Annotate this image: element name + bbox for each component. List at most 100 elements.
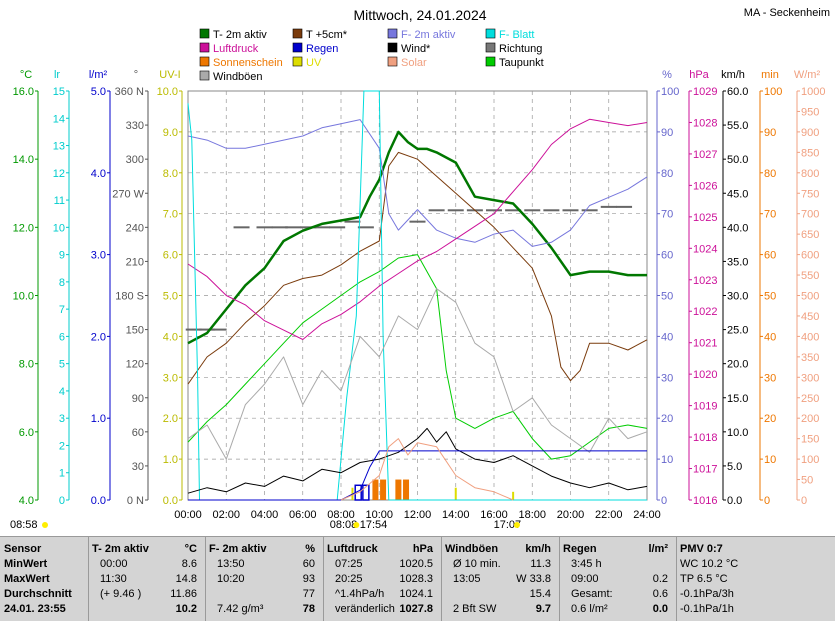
legend-label: Windböen bbox=[213, 71, 263, 83]
summary-label: TP 6.5 °C bbox=[680, 573, 728, 585]
direction-point bbox=[329, 226, 346, 229]
left-axis-tick-label: 5.0 bbox=[163, 291, 178, 303]
legend-label: Sonnenschein bbox=[213, 57, 283, 69]
legend-swatch bbox=[387, 28, 398, 39]
right-axis-tick-label: 0 bbox=[661, 495, 667, 507]
x-tick-label: 24:00 bbox=[633, 509, 661, 521]
legend-swatch bbox=[485, 56, 496, 67]
summary-header: PMV 0:7 bbox=[680, 543, 723, 555]
direction-point bbox=[285, 226, 302, 229]
summary-separator bbox=[205, 537, 206, 621]
left-axis-tick-label: 0.0 bbox=[163, 495, 178, 507]
left-axis-unit: UV-I bbox=[159, 69, 180, 81]
right-axis-tick-label: 100 bbox=[801, 454, 819, 466]
direction-point bbox=[447, 209, 464, 212]
summary-value: 78 bbox=[302, 603, 315, 615]
summary-label: Ø 10 min. bbox=[453, 558, 501, 570]
legend-swatch bbox=[199, 42, 210, 53]
left-axis-tick-label: 10 bbox=[53, 222, 65, 234]
summary-table: Sensor MinWert MaxWert Durchschnitt 24.01. 2… bbox=[0, 536, 835, 621]
right-axis-tick-label: 1026 bbox=[693, 180, 717, 192]
series-line bbox=[187, 427, 648, 494]
uv-bar bbox=[512, 491, 515, 500]
legend-label: Regen bbox=[306, 43, 338, 55]
right-axis-unit: % bbox=[662, 69, 672, 81]
summary-label: 0.6 l/m² bbox=[571, 603, 608, 615]
x-tick-label: 02:00 bbox=[212, 509, 240, 521]
left-axis-tick-label: 90 bbox=[132, 393, 144, 405]
left-axis-unit: lr bbox=[54, 69, 60, 81]
right-axis-tick-label: 60 bbox=[764, 250, 776, 262]
series-line bbox=[187, 130, 647, 345]
direction-point bbox=[199, 328, 216, 331]
left-axis-tick-label: 120 bbox=[126, 359, 144, 371]
series-line bbox=[187, 119, 648, 247]
summary-value: 93 bbox=[302, 573, 315, 585]
legend-swatch bbox=[292, 28, 303, 39]
summary-value: 60 bbox=[302, 558, 315, 570]
x-tick-label: 20:00 bbox=[557, 509, 585, 521]
summary-value: 11.3 bbox=[530, 558, 551, 570]
right-axis-tick-label: 10 bbox=[661, 454, 673, 466]
left-axis-tick-label: 6.0 bbox=[19, 427, 34, 439]
legend-swatch bbox=[199, 56, 210, 67]
right-axis-tick-label: 20 bbox=[661, 413, 673, 425]
left-axis-tick-label: 9.0 bbox=[163, 127, 178, 139]
left-axis-tick-label: 2.0 bbox=[163, 413, 178, 425]
summary-value: 14.8 bbox=[175, 573, 197, 585]
legend-swatch bbox=[292, 56, 303, 67]
direction-point bbox=[233, 226, 250, 229]
summary-label: (+ 9.46 ) bbox=[100, 588, 142, 600]
left-axis-tick-label: 240 bbox=[126, 222, 144, 234]
left-axis-tick-label: 0 N bbox=[127, 495, 144, 507]
right-axis-tick-label: 90 bbox=[764, 127, 776, 139]
right-axis-tick-label: 100 bbox=[661, 86, 679, 98]
right-axis-tick-label: 40 bbox=[764, 331, 776, 343]
direction-point bbox=[357, 226, 374, 229]
summary-unit: km/h bbox=[525, 543, 551, 555]
right-axis-tick-label: 1020 bbox=[693, 369, 717, 381]
right-axis-tick-label: 750 bbox=[801, 188, 819, 200]
sunshine-bar bbox=[403, 479, 410, 500]
right-axis-tick-label: 1024 bbox=[693, 243, 717, 255]
direction-point bbox=[409, 220, 426, 223]
x-tick-label: 12:00 bbox=[404, 509, 432, 521]
left-axis-tick-label: 7 bbox=[59, 304, 65, 316]
summary-label: -0.1hPa/3h bbox=[680, 588, 734, 600]
chart-title: Mittwoch, 24.01.2024 bbox=[353, 7, 486, 23]
summary-separator bbox=[676, 537, 677, 621]
summary-header: Sensor bbox=[4, 543, 42, 555]
left-axis-unit: l/m² bbox=[89, 69, 108, 81]
right-axis-tick-label: 1017 bbox=[693, 464, 717, 476]
left-axis-tick-label: 360 N bbox=[115, 86, 144, 98]
summary-value: 15.4 bbox=[529, 588, 551, 600]
legend-label: F- 2m aktiv bbox=[401, 29, 456, 41]
left-axis-tick-label: 210 bbox=[126, 256, 144, 268]
summary-value: 11.86 bbox=[170, 588, 197, 600]
series-line bbox=[340, 438, 514, 501]
right-axis-tick-label: 70 bbox=[661, 209, 673, 221]
left-axis-tick-label: 180 S bbox=[115, 291, 144, 303]
summary-separator bbox=[441, 537, 442, 621]
right-axis-tick-label: 950 bbox=[801, 106, 819, 118]
series-line bbox=[187, 118, 648, 340]
left-axis-tick-label: 6.0 bbox=[163, 250, 178, 262]
sunshine-bar bbox=[395, 479, 402, 500]
left-axis-tick-label: 4 bbox=[59, 386, 65, 398]
sun-time-left: 08:58 bbox=[10, 519, 38, 531]
right-axis-unit: W/m² bbox=[794, 69, 821, 81]
right-axis-tick-label: 70 bbox=[764, 209, 776, 221]
x-tick-label: 22:00 bbox=[595, 509, 623, 521]
direction-point bbox=[486, 209, 502, 212]
summary-column: Luftdruck hPa 07:25 1020.5 20:25 1028.3 ^1.4hP… bbox=[323, 537, 441, 621]
left-axis-tick-label: 2 bbox=[59, 440, 65, 452]
sun-icon bbox=[42, 522, 48, 528]
sunrise-time: 08:08 bbox=[330, 519, 358, 531]
legend-label: Richtung bbox=[499, 43, 542, 55]
summary-label: 24.01. 23:55 bbox=[4, 603, 66, 615]
summary-unit: hPa bbox=[412, 543, 433, 555]
left-axis-tick-label: 0.0 bbox=[91, 495, 106, 507]
legend-label: UV bbox=[306, 57, 322, 69]
summary-header: Regen bbox=[563, 543, 597, 555]
